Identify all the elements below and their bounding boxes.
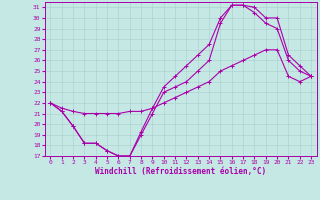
X-axis label: Windchill (Refroidissement éolien,°C): Windchill (Refroidissement éolien,°C): [95, 167, 266, 176]
